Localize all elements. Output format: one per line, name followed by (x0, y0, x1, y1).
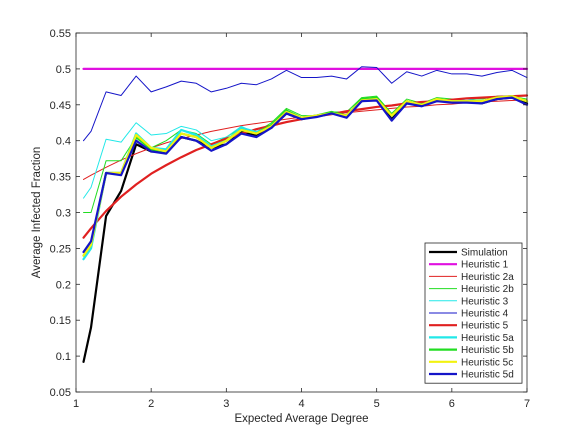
ticks-layer: 1 2 3 4 5 6 7 0.05 0.1 0.15 0.2 0.25 0.3 0.35 0.4 0.45 0… (50, 28, 530, 410)
legend-label: Heuristic 1 (461, 260, 509, 271)
y-tick-label: 0.15 (50, 315, 71, 327)
legend-label: Heuristic 5 (461, 321, 509, 332)
legend-label: Heuristic 5b (461, 345, 514, 356)
series-layer (82, 66, 529, 363)
x-tick-label: 5 (374, 398, 380, 410)
x-tick-label: 3 (223, 398, 229, 410)
y-tick-label: 0.55 (50, 28, 71, 40)
x-tick-label: 7 (524, 398, 530, 410)
y-tick-label: 0.5 (56, 64, 71, 76)
y-tick-label: 0.05 (50, 387, 71, 399)
y-tick-label: 0.3 (56, 208, 71, 220)
y-tick-label: 0.25 (50, 243, 71, 255)
legend-label: Heuristic 5c (461, 357, 513, 368)
y-tick-label: 0.1 (56, 351, 71, 363)
x-axis-label: Expected Average Degree (234, 413, 368, 425)
y-axis-label: Average Infected Fraction (31, 147, 43, 278)
y-tick-label: 0.4 (56, 136, 71, 148)
series-line-heuristic-4 (83, 66, 528, 142)
legend-label: Heuristic 2a (461, 272, 514, 283)
y-tick-label: 0.2 (56, 279, 71, 291)
legend-label: Heuristic 4 (461, 309, 509, 320)
y-tick-label: 0.35 (50, 172, 71, 184)
legend-label: Simulation (461, 248, 508, 259)
x-tick-label: 6 (449, 398, 455, 410)
y-tick-label: 0.45 (50, 100, 71, 112)
series-line-heuristic-5c (82, 95, 529, 257)
legend-label: Heuristic 5d (461, 370, 514, 381)
legend-label: Heuristic 3 (461, 296, 509, 307)
x-tick-label: 1 (73, 398, 79, 410)
legend-label: Heuristic 5a (461, 333, 514, 344)
x-tick-label: 4 (298, 398, 304, 410)
legend-label: Heuristic 2b (461, 284, 514, 295)
series-line-heuristic-5d (82, 96, 529, 254)
x-tick-label: 2 (148, 398, 154, 410)
